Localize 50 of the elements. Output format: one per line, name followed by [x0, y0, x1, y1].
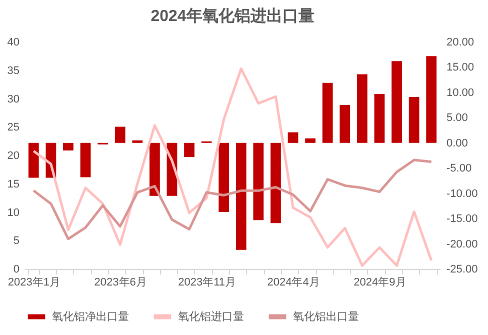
bar: [322, 82, 333, 143]
y2-tick-label: 15.00: [446, 62, 474, 74]
y-tick-label: 40: [7, 36, 20, 48]
bar: [184, 142, 194, 158]
bar: [374, 94, 385, 143]
bar: [236, 142, 246, 250]
y-tick-label: 10: [7, 206, 20, 219]
y-tick-label: 5: [13, 235, 20, 248]
y2-tick-label: -25.00: [446, 264, 478, 276]
bar: [426, 56, 437, 143]
bar: [80, 142, 91, 178]
bar: [150, 142, 160, 196]
bar: [132, 140, 143, 143]
bar: [253, 142, 264, 220]
bar: [305, 138, 316, 143]
bar: [218, 142, 230, 212]
y2-tick-label: 20.00: [446, 36, 474, 48]
legend-label: 氧化铝进口量: [178, 310, 244, 323]
line-series: [32, 67, 433, 267]
y-tick-label: 25: [7, 122, 20, 134]
bar: [340, 105, 350, 143]
bar: [357, 74, 368, 143]
y-tick-label: 20: [7, 150, 20, 162]
x-tick-label: 2024年4月: [267, 276, 320, 288]
y-tick-label: 0: [13, 264, 20, 276]
y2-tick-label: 5.00: [446, 112, 468, 124]
x-tick-label: 2023年1月: [8, 276, 60, 288]
chart-title: 2024年氧化铝进出口量: [150, 7, 314, 25]
bar: [270, 142, 281, 224]
bar: [392, 61, 402, 143]
y2-tick-label: -15.00: [446, 213, 478, 226]
x-tick-label: 2024年9月: [354, 276, 406, 288]
y2-tick-label: 10.00: [446, 86, 474, 99]
y2-tick-label: -10.00: [446, 188, 478, 200]
y2-tick-label: -20.00: [446, 238, 478, 250]
legend-label: 氧化铝净出口量: [52, 310, 129, 323]
x-tick-label: 2023年6月: [94, 276, 147, 288]
y2-tick-label: -5.00: [446, 162, 472, 175]
bar: [408, 96, 420, 143]
y2-tick-label: 0.00: [446, 137, 468, 150]
y-tick-label: 35: [7, 64, 20, 77]
bar: [63, 142, 74, 150]
y-tick-label: 30: [7, 93, 20, 106]
bar: [288, 132, 298, 143]
line-series: [32, 158, 433, 240]
bar: [28, 142, 39, 178]
x-tick-label: 2023年11月: [178, 276, 236, 288]
bar: [114, 126, 126, 143]
legend-label: 氧化铝出口量: [293, 310, 359, 323]
y-tick-label: 15: [7, 178, 20, 190]
